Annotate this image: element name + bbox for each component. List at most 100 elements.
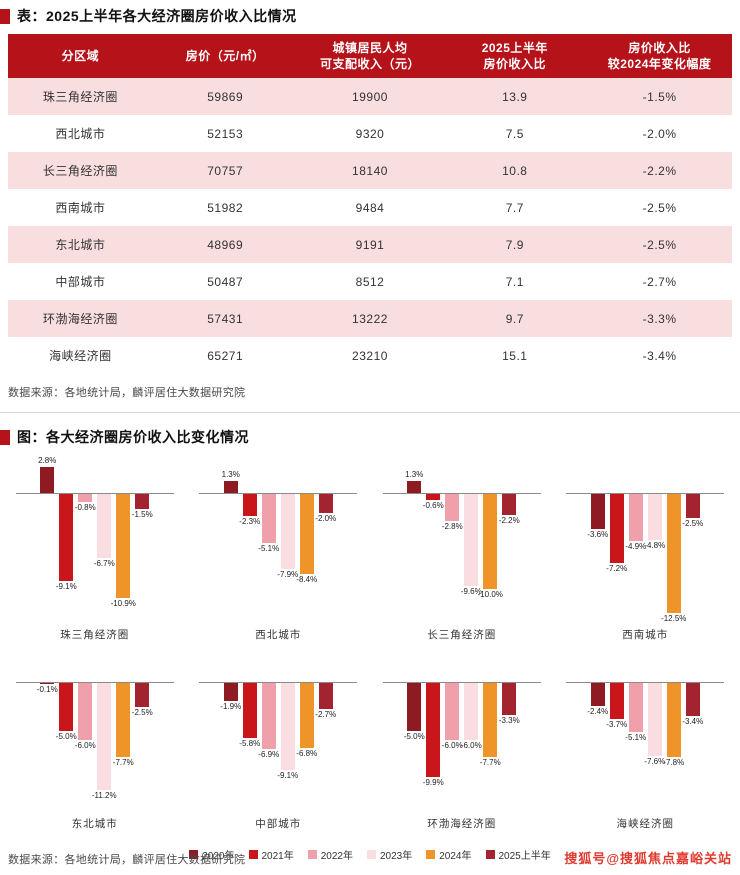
table-cell: -1.5% — [642, 89, 677, 104]
bar — [135, 494, 150, 509]
table-cell: -2.2% — [642, 163, 677, 178]
zero-axis-line — [566, 493, 725, 495]
bar — [242, 494, 257, 517]
bar — [299, 683, 314, 748]
table-cell: -3.4% — [642, 348, 677, 363]
bar-value-label: -6.9% — [258, 749, 280, 759]
legend-swatch — [307, 850, 317, 860]
bar-value-label: -7.8% — [663, 758, 685, 768]
bar — [483, 494, 498, 590]
bar-value-label: -0.8% — [74, 502, 96, 512]
table-cell: 环渤海经济圈 — [42, 312, 118, 327]
legend-item: 2024年 — [426, 847, 472, 863]
table-cell: 13.9 — [502, 89, 528, 104]
chart-title: 图：各大经济圈房价收入比变化情况 — [17, 429, 249, 446]
table-cell: 19900 — [352, 89, 388, 104]
table-row: 东北城市 48969 9191 7.9 -2.5% — [8, 226, 732, 264]
legend-label: 2020年 — [202, 851, 235, 863]
bar-value-label: -2.8% — [441, 521, 463, 531]
table-body: 珠三角经济圈 59869 19900 13.9 -1.5% 西北城市 52153 9320 7.… — [8, 78, 732, 374]
bar-value-label: -9.9% — [422, 778, 444, 788]
bar — [609, 683, 624, 719]
bar-value-label: -10.9% — [110, 598, 136, 608]
bar-value-label: 1.3% — [221, 470, 240, 480]
chart-plot: -0.1% -5.0% -6.0% -11.2% -7.7% -2.5% — [15, 644, 174, 814]
region-label: 西南城市 — [622, 629, 669, 642]
bar-value-label: -0.6% — [422, 501, 444, 511]
bar — [464, 494, 479, 586]
mini-chart-8: -2.4% -3.7% -5.1% -7.6% -7.8% -3.4% 海峡经济圈 — [559, 644, 733, 831]
bar-value-label: -4.8% — [644, 540, 666, 550]
bar — [502, 683, 517, 715]
chart-legend: 2020年 2021年 2022年 2023年 2024年 2025上半年 — [8, 847, 732, 862]
bar — [280, 683, 295, 770]
bar-value-label: -6.0% — [74, 741, 96, 751]
bar — [242, 683, 257, 739]
bar-value-label: -8.4% — [296, 575, 318, 585]
bar — [116, 494, 131, 598]
bar-value-label: -3.3% — [498, 715, 520, 725]
table-cell: 7.1 — [505, 274, 524, 289]
table-cell: 长三角经济圈 — [42, 164, 118, 179]
bar — [628, 494, 643, 541]
bar — [280, 494, 295, 570]
bar-value-label: -12.5% — [661, 614, 687, 624]
bar-value-label: 2.8% — [38, 455, 57, 465]
zero-axis-line — [15, 493, 174, 495]
legend-swatch — [426, 850, 436, 860]
chart-plot: -1.9% -5.8% -6.9% -9.1% -6.8% -2.7% — [199, 644, 358, 814]
legend-swatch — [485, 850, 495, 860]
table-cell: 西北城市 — [55, 127, 106, 142]
table-row: 环渤海经济圈 57431 13222 9.7 -3.3% — [8, 300, 732, 338]
bar — [116, 683, 131, 757]
table-cell: -2.5% — [642, 200, 677, 215]
bar-value-label: -6.0% — [441, 741, 463, 751]
ratio-table: 分区域 房价（元/㎡） 城镇居民人均 可支配收入（元） 2025上半年 房价收入比 房价收入… — [8, 34, 732, 374]
legend-swatch — [189, 850, 199, 860]
legend-item: 2020年 — [189, 847, 235, 863]
mini-chart-1: 2.8% -9.1% -0.8% -6.7% -10.9% -1.5% 珠三角经济圈 — [8, 455, 182, 642]
bar — [135, 683, 150, 708]
table-cell: 8512 — [355, 274, 385, 289]
table-cell: -2.5% — [642, 237, 677, 252]
bar — [609, 494, 624, 563]
bar-value-label: -0.1% — [36, 685, 58, 695]
bar — [426, 494, 441, 501]
zero-axis-line — [15, 682, 174, 684]
bar-value-label: -7.7% — [479, 757, 501, 767]
bar — [78, 494, 93, 502]
bar-value-label: -6.8% — [296, 748, 318, 758]
table-cell: -2.7% — [642, 274, 677, 289]
legend-label: 2021年 — [261, 851, 294, 863]
bar-value-label: -5.1% — [625, 732, 647, 742]
region-label: 东北城市 — [71, 818, 118, 831]
mini-chart-7: -5.0% -9.9% -6.0% -6.0% -7.7% -3.3% 环渤海经济圈 — [375, 644, 549, 831]
bar-value-label: -2.4% — [587, 707, 609, 717]
table-cell: 18140 — [352, 163, 388, 178]
mini-chart-4: -3.6% -7.2% -4.9% -4.8% -12.5% -2.5% 西南城市 — [559, 455, 733, 642]
legend-label: 2024年 — [439, 851, 472, 863]
bar-value-label: -9.1% — [55, 581, 77, 591]
mini-chart-5: -0.1% -5.0% -6.0% -11.2% -7.7% -2.5% 东北城市 — [8, 644, 182, 831]
table-cell: 9484 — [355, 200, 385, 215]
chart-plot: -5.0% -9.9% -6.0% -6.0% -7.7% -3.3% — [382, 644, 541, 814]
table-row: 西北城市 52153 9320 7.5 -2.0% — [8, 115, 732, 152]
bar — [97, 494, 112, 559]
bar-value-label: -7.9% — [277, 570, 299, 580]
bar — [666, 494, 681, 614]
bar — [502, 494, 517, 516]
bar — [407, 683, 422, 731]
region-label: 长三角经济圈 — [427, 629, 497, 642]
bar — [685, 494, 700, 519]
table-cell: 东北城市 — [55, 238, 106, 253]
bar-value-label: -9.6% — [460, 586, 482, 596]
bar-value-label: -2.0% — [315, 514, 337, 524]
zero-axis-line — [199, 493, 358, 495]
bar — [261, 683, 276, 749]
legend-item: 2022年 — [307, 847, 353, 862]
bar — [464, 683, 479, 741]
legend-swatch — [367, 850, 376, 860]
table-cell: 15.1 — [502, 348, 528, 363]
bar-value-label: -5.0% — [55, 731, 77, 741]
